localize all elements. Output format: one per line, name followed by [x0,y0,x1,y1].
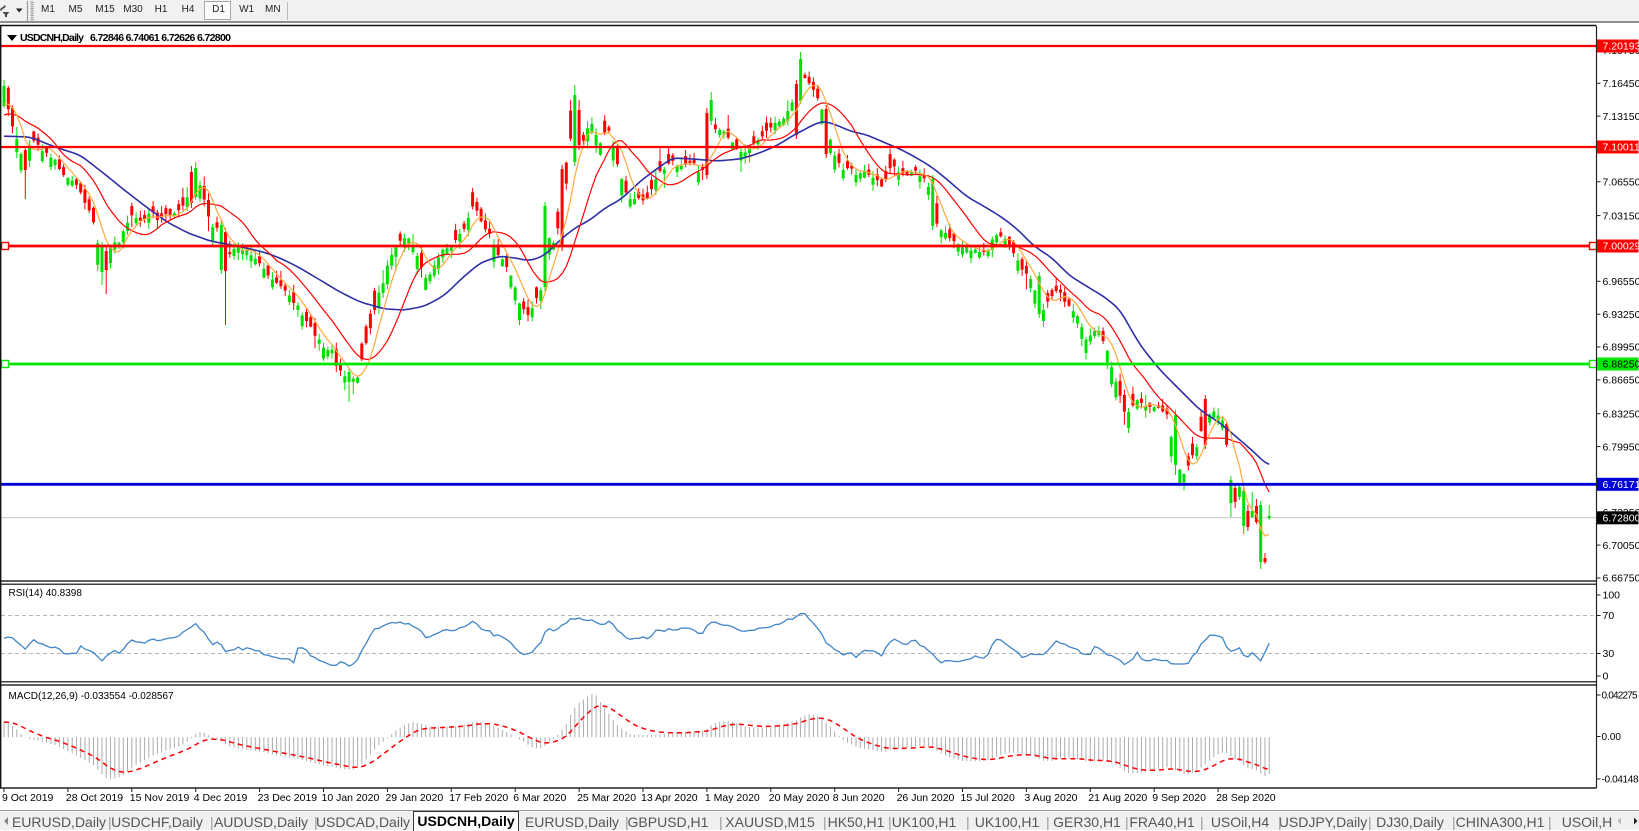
svg-text:6.79950: 6.79950 [1603,441,1639,453]
svg-text:100: 100 [1603,590,1621,602]
svg-text:USDCNH,Daily: USDCNH,Daily [20,32,84,44]
svg-text:20 May 2020: 20 May 2020 [769,792,830,804]
svg-text:6.72800: 6.72800 [1603,513,1639,525]
svg-text:70: 70 [1603,610,1615,622]
svg-text:17 Feb 2020: 17 Feb 2020 [449,792,508,804]
svg-text:3 Aug 2020: 3 Aug 2020 [1024,792,1077,804]
svg-text:6.76171: 6.76171 [1603,479,1639,491]
svg-text:MACD(12,26,9) -0.033554 -0.028: MACD(12,26,9) -0.033554 -0.028567 [9,691,175,702]
svg-text:26 Jun 2020: 26 Jun 2020 [897,792,955,804]
svg-text:6.83250: 6.83250 [1603,408,1639,420]
svg-text:6.66750: 6.66750 [1603,573,1639,585]
svg-text:1 May 2020: 1 May 2020 [705,792,760,804]
svg-text:6.70050: 6.70050 [1603,540,1639,552]
svg-text:28 Sep 2020: 28 Sep 2020 [1216,792,1276,804]
svg-text:21 Aug 2020: 21 Aug 2020 [1088,792,1147,804]
svg-text:25 Mar 2020: 25 Mar 2020 [577,792,636,804]
svg-text:7.13150: 7.13150 [1603,111,1639,123]
svg-text:6.86650: 6.86650 [1603,375,1639,387]
svg-text:6.88250: 6.88250 [1603,359,1639,371]
svg-text:15 Nov 2019: 15 Nov 2019 [130,792,190,804]
svg-text:-0.04148: -0.04148 [1602,775,1639,786]
svg-text:15 Jul 2020: 15 Jul 2020 [961,792,1015,804]
svg-text:0.00: 0.00 [1602,732,1622,743]
svg-text:6 Mar 2020: 6 Mar 2020 [513,792,566,804]
svg-text:9 Sep 2020: 9 Sep 2020 [1152,792,1206,804]
svg-text:6.89950: 6.89950 [1603,342,1639,354]
svg-text:6.93250: 6.93250 [1603,309,1639,321]
svg-text:13 Apr 2020: 13 Apr 2020 [641,792,698,804]
svg-text:7.06550: 7.06550 [1603,177,1639,189]
svg-text:30: 30 [1603,648,1615,660]
svg-text:28 Oct 2019: 28 Oct 2019 [66,792,123,804]
svg-text:7.10011: 7.10011 [1603,142,1639,154]
svg-text:RSI(14) 40.8398: RSI(14) 40.8398 [9,588,83,599]
svg-text:7.00029: 7.00029 [1603,241,1639,253]
svg-text:0: 0 [1603,671,1609,683]
svg-text:10 Jan 2020: 10 Jan 2020 [322,792,380,804]
svg-text:4 Dec 2019: 4 Dec 2019 [194,792,248,804]
svg-text:29 Jan 2020: 29 Jan 2020 [385,792,443,804]
svg-text:0.042275: 0.042275 [1602,691,1638,702]
svg-text:9 Oct 2019: 9 Oct 2019 [2,792,54,804]
svg-text:7.03150: 7.03150 [1603,210,1639,222]
svg-text:7.20193: 7.20193 [1603,41,1639,53]
svg-text:6.72846 6.74061 6.72626 6.7280: 6.72846 6.74061 6.72626 6.72800 [90,32,231,44]
svg-text:8 Jun 2020: 8 Jun 2020 [833,792,885,804]
svg-text:7.16450: 7.16450 [1603,78,1639,90]
svg-text:6.96550: 6.96550 [1603,276,1639,288]
svg-text:23 Dec 2019: 23 Dec 2019 [258,792,318,804]
